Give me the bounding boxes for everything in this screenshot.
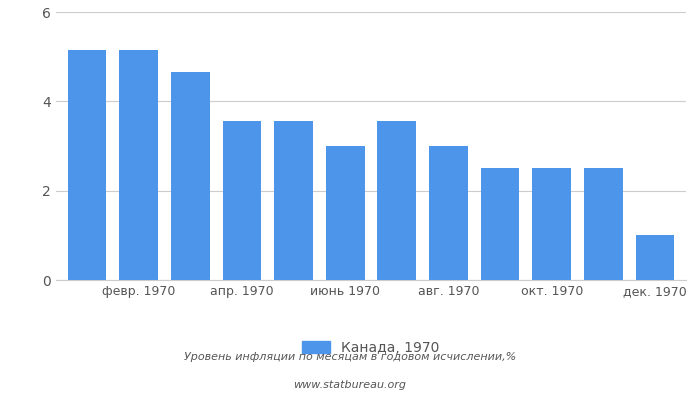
Bar <box>223 122 261 280</box>
Bar <box>119 50 158 280</box>
Bar <box>377 122 416 280</box>
Bar <box>636 235 674 280</box>
Bar <box>274 122 313 280</box>
Bar <box>429 146 468 280</box>
Text: Уровень инфляции по месяцам в годовом исчислении,%: Уровень инфляции по месяцам в годовом ис… <box>184 352 516 362</box>
Text: www.statbureau.org: www.statbureau.org <box>293 380 407 390</box>
Bar <box>68 50 106 280</box>
Bar <box>481 168 519 280</box>
Bar <box>584 168 623 280</box>
Bar <box>326 146 365 280</box>
Bar <box>171 72 209 280</box>
Bar <box>533 168 571 280</box>
Legend: Канада, 1970: Канада, 1970 <box>297 335 445 360</box>
